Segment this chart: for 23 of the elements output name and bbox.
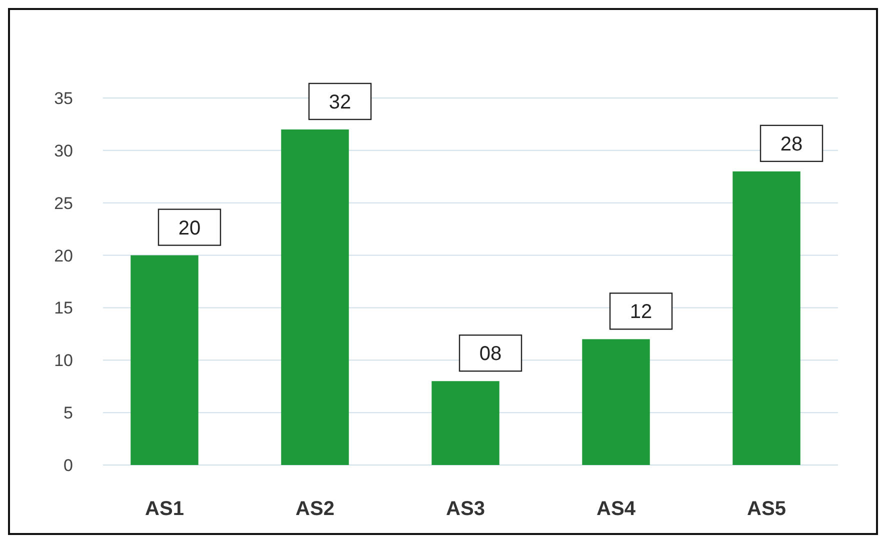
y-tick-label: 30 <box>54 141 73 160</box>
y-tick-label: 25 <box>54 194 73 213</box>
y-tick-label: 35 <box>54 89 73 108</box>
data-label: 20 <box>178 217 201 240</box>
bar <box>432 381 500 465</box>
data-label: 12 <box>630 301 652 324</box>
y-tick-label: 10 <box>54 351 73 370</box>
y-tick-label: 0 <box>64 456 73 475</box>
data-label: 32 <box>328 91 352 114</box>
y-tick-label: 20 <box>54 246 73 266</box>
x-tick-label: AS3 <box>446 498 485 520</box>
x-tick-label: AS2 <box>296 498 334 520</box>
x-tick-label: AS1 <box>145 498 184 520</box>
data-label: 28 <box>780 133 803 156</box>
data-label: 08 <box>479 343 502 366</box>
x-tick-label: AS5 <box>747 498 786 520</box>
y-tick-label: 15 <box>54 298 73 318</box>
bar <box>582 339 650 465</box>
bar <box>130 255 198 465</box>
bar <box>281 129 349 465</box>
x-tick-label: AS4 <box>596 498 636 520</box>
y-tick-label: 5 <box>64 404 73 423</box>
bar <box>732 171 800 465</box>
